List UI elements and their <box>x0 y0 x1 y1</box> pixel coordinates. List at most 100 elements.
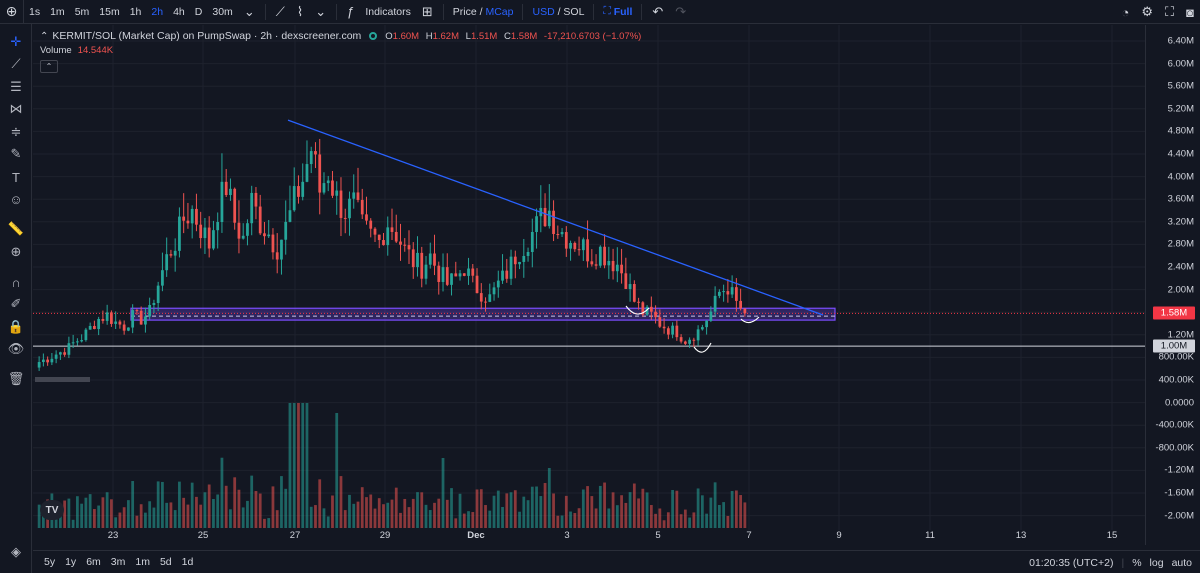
fullscreen-icon[interactable]: ⛶ <box>1165 4 1175 19</box>
timeframe-4h[interactable]: 4h <box>173 5 185 18</box>
timeframe-2h[interactable]: 2h <box>151 5 164 18</box>
ruler-icon[interactable]: 📏 <box>7 221 25 236</box>
volume-bar <box>284 488 288 528</box>
volume-bar <box>692 512 696 528</box>
pattern-icon[interactable]: ⋈ <box>9 101 23 116</box>
range-6m[interactable]: 6m <box>86 556 101 568</box>
volume-bar <box>709 497 713 528</box>
volume-bar <box>190 482 194 528</box>
volume-bar <box>335 413 339 528</box>
candle-body <box>233 188 237 223</box>
price-axis[interactable]: 6.40M 6.00M 5.60M 5.20M 4.80M 4.40M 4.00M 3.60M… <box>1145 25 1200 545</box>
scroll-handle[interactable] <box>35 377 90 382</box>
candle-body <box>496 280 500 288</box>
candle-body <box>216 222 220 231</box>
candle-body <box>403 244 407 246</box>
layers-icon[interactable]: ◈ <box>11 544 21 559</box>
close-value: 1.58M <box>510 30 538 42</box>
volume-bar <box>624 502 628 528</box>
volume-bar <box>246 500 249 528</box>
horizontal-lines-icon[interactable]: ☰ <box>10 79 22 94</box>
volume-bar <box>220 457 224 528</box>
close-key: C <box>503 30 511 42</box>
collapse-chevron-icon[interactable]: ⌃ <box>40 30 49 42</box>
candle-body <box>343 217 347 219</box>
candles-icon[interactable]: ⌇ <box>296 3 304 19</box>
percent-toggle[interactable]: % <box>1132 556 1142 569</box>
timeframe-1m[interactable]: 1m <box>50 5 65 18</box>
price-tick-label: 4.40M <box>1167 148 1194 160</box>
symbol-title: KERMIT/SOL (Market Cap) on PumpSwap · 2h… <box>52 30 362 42</box>
timeframe-1h[interactable]: 1h <box>129 5 142 18</box>
redo-icon[interactable]: ↷ <box>675 3 687 19</box>
volume-bar <box>671 489 674 528</box>
timeframe-30m[interactable]: 30m <box>212 5 233 18</box>
volume-bar <box>739 495 743 528</box>
crosshair-icon[interactable]: ✛ <box>10 34 22 49</box>
time-axis[interactable]: 23 25 27 29 Dec 3 5 7 9 11 13 15 <box>33 527 1145 545</box>
range-1y[interactable]: 1y <box>65 556 77 568</box>
volume-bar <box>560 515 564 528</box>
slash: / <box>557 5 561 18</box>
volume-bar <box>420 492 424 528</box>
indicators-button[interactable]: Indicators <box>365 5 411 18</box>
undo-icon[interactable]: ↶ <box>652 3 664 19</box>
timeframe-15m[interactable]: 15m <box>99 5 120 18</box>
change-value: -17,210.6703 (−1.07%) <box>543 30 642 42</box>
candle-body <box>156 285 160 303</box>
timeframe-D[interactable]: D <box>194 5 203 18</box>
indicators-icon[interactable]: ƒ <box>347 4 355 19</box>
candle-body <box>628 284 632 289</box>
volume-bar <box>654 513 657 528</box>
trash-icon[interactable]: 🗑 <box>7 371 25 386</box>
usd-sol-toggle[interactable]: USD / SOL <box>527 0 589 24</box>
gear-icon[interactable]: ⚙ <box>1141 4 1154 19</box>
log-toggle[interactable]: log <box>1149 556 1164 569</box>
candle-body <box>530 231 534 253</box>
lock-drawing-icon[interactable]: ✐ <box>10 296 22 311</box>
brush-icon[interactable]: ✎ <box>10 146 22 161</box>
price-tick-label: 0.0000 <box>1164 397 1194 409</box>
alert-clock-icon[interactable]: ◔ <box>1121 4 1130 20</box>
volume-bar <box>326 516 330 528</box>
volume-bar <box>178 481 181 528</box>
timeframe-1s[interactable]: 1s <box>29 5 41 18</box>
line-chart-icon[interactable]: ⟋ <box>275 3 285 19</box>
candlestick-chart[interactable] <box>33 25 1145 545</box>
volume-bar <box>675 490 679 528</box>
chevron-down-icon[interactable]: ⌄ <box>315 3 327 19</box>
candle-body <box>93 325 96 330</box>
full-button[interactable]: ⛶ Full <box>603 5 633 18</box>
volume-bar <box>127 500 130 528</box>
price-mcap-toggle[interactable]: Price / MCap <box>448 0 519 24</box>
candle-body <box>144 316 147 325</box>
camera-icon[interactable]: ◙ <box>1186 4 1194 20</box>
magnet-icon[interactable]: ∩ <box>11 274 21 290</box>
divider <box>593 3 595 20</box>
text-icon[interactable]: T <box>12 169 20 185</box>
candle-body <box>564 232 568 249</box>
fib-icon[interactable]: ≑ <box>10 124 22 139</box>
chevron-down-icon[interactable]: ⌄ <box>243 3 255 19</box>
candle-body <box>220 181 224 223</box>
candle-body <box>135 310 139 312</box>
trend-line-icon[interactable]: ⟋ <box>11 56 21 71</box>
auto-toggle[interactable]: auto <box>1171 556 1192 569</box>
price-tick-label: 6.00M <box>1167 58 1194 70</box>
zoom-in-icon[interactable]: ⊕ <box>10 244 22 259</box>
add-symbol-icon[interactable]: ⊕ <box>0 0 24 24</box>
range-5d[interactable]: 5d <box>159 556 172 568</box>
range-1d[interactable]: 1d <box>181 556 194 568</box>
candle-body <box>114 321 118 324</box>
timeframe-5m[interactable]: 5m <box>74 5 90 18</box>
layout-grid-icon[interactable]: ⊞ <box>421 3 433 19</box>
eye-icon[interactable]: 👁 <box>7 341 25 356</box>
collapse-legend-button[interactable]: ⌃ <box>40 60 58 73</box>
range-5y[interactable]: 5y <box>44 556 56 568</box>
range-3m[interactable]: 3m <box>110 556 126 568</box>
lock-icon[interactable]: 🔒 <box>7 319 25 334</box>
range-1m[interactable]: 1m <box>135 556 150 568</box>
emoji-icon[interactable]: ☺ <box>9 191 23 207</box>
candle-body <box>445 267 449 285</box>
candle-body <box>190 208 194 224</box>
